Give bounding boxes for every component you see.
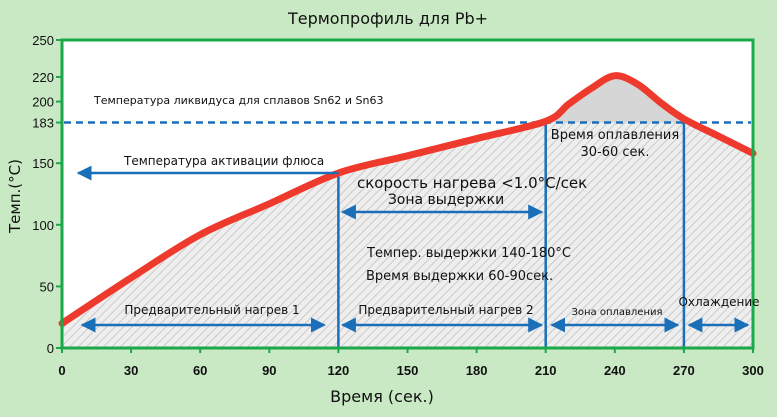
y-tick-label: 183 — [32, 116, 54, 131]
y-tick-label: 200 — [32, 95, 54, 110]
reference-lines — [64, 118, 751, 348]
annotations: Температура ликвидуса для сплавов Sn62 и… — [76, 94, 760, 333]
y-tick-label: 50 — [40, 279, 54, 294]
profile-curve — [58, 72, 757, 327]
heating-rate-label: скорость нагрева <1.0°C/сек — [357, 174, 587, 192]
y-tick-label: 250 — [32, 33, 54, 48]
area-above-liquidus — [542, 75, 691, 123]
x-tick-label: 60 — [193, 363, 207, 378]
reflow-zone-label: Зона оплавления — [571, 307, 662, 318]
y-tick-label: 100 — [32, 218, 54, 233]
reflow-time-label-1: Время оплавления — [551, 128, 679, 143]
y-tick-label: 220 — [32, 70, 54, 85]
axes: 0 30 60 90 120 150 180 210 240 270 300 0 50 100 150 183… — [32, 33, 764, 378]
y-axis-title: Темп.(°C) — [6, 159, 24, 234]
cooling-label: Охлаждение — [678, 295, 759, 309]
soak-zone-label: Зона выдержки — [388, 192, 504, 208]
soak-time-label: Время выдержки 60-90сек. — [366, 269, 553, 284]
liquidus-label: Температура ликвидуса для сплавов Sn62 и… — [93, 94, 383, 107]
y-tick-label: 0 — [47, 341, 54, 356]
x-axis-title: Время (сек.) — [330, 387, 434, 406]
reflow-time-label-2: 30-60 сек. — [580, 145, 649, 160]
x-tick-label: 30 — [124, 363, 138, 378]
x-tick-label: 210 — [535, 363, 557, 378]
x-tick-label: 0 — [58, 363, 65, 378]
x-tick-label: 240 — [604, 363, 626, 378]
titles: Термопрофиль для Pb+ Время (сек.) Темп.(°C… — [6, 9, 488, 406]
x-tick-label: 150 — [397, 363, 419, 378]
x-tick-label: 90 — [262, 363, 276, 378]
chart-title: Термопрофиль для Pb+ — [287, 9, 488, 28]
x-tick-label: 300 — [742, 363, 764, 378]
preheat1-label: Предварительный нагрев 1 — [124, 303, 299, 317]
y-tick-label: 150 — [32, 156, 54, 171]
x-tick-label: 180 — [466, 363, 488, 378]
preheat2-label: Предварительный нагрев 2 — [358, 303, 533, 317]
x-tick-label: 270 — [673, 363, 695, 378]
flux-activation-label: Температура активации флюса — [123, 154, 324, 168]
soak-temp-label: Темпер. выдержки 140-180°C — [366, 246, 571, 261]
x-tick-label: 120 — [328, 363, 350, 378]
profile-curve-layer — [58, 72, 757, 327]
